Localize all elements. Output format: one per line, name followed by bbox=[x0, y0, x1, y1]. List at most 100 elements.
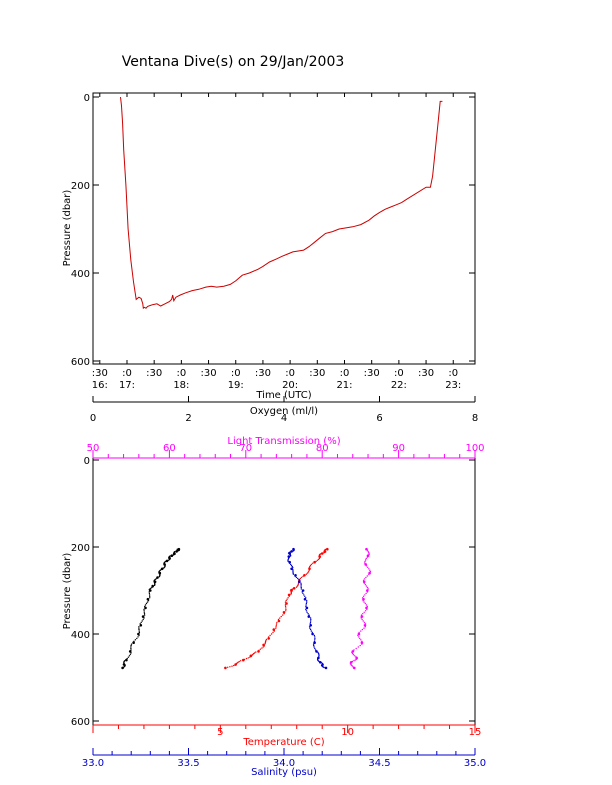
transmission-point bbox=[368, 568, 370, 570]
transmission-tick-label: 60 bbox=[163, 443, 176, 454]
x-tick-hour: 18: bbox=[173, 380, 189, 391]
salinity-point bbox=[311, 632, 314, 636]
transmission-point bbox=[368, 571, 371, 575]
x-tick-minute: :0 bbox=[122, 368, 132, 379]
temperature-point bbox=[285, 599, 287, 602]
salinity-point bbox=[290, 564, 293, 567]
x-tick-minute: :30 bbox=[309, 368, 325, 379]
temperature-point bbox=[284, 601, 287, 603]
oxygen-point bbox=[130, 644, 132, 647]
profiles-y-ticks: 0 200 400 600 bbox=[71, 456, 475, 728]
temperature-point bbox=[277, 619, 281, 623]
oxygen-point bbox=[155, 578, 157, 580]
oxygen-point bbox=[160, 567, 164, 571]
salinity-point bbox=[306, 611, 308, 613]
temperature-point bbox=[300, 576, 303, 579]
temperature-point bbox=[239, 660, 242, 662]
transmission-point bbox=[353, 666, 356, 670]
transmission-point bbox=[364, 584, 367, 586]
temperature-point bbox=[264, 640, 267, 643]
oxygen-tick-label: 6 bbox=[376, 413, 382, 424]
transmission-point bbox=[354, 659, 356, 661]
temperature-point bbox=[303, 574, 306, 577]
salinity-point bbox=[290, 567, 293, 571]
salinity-tick-label: 35.0 bbox=[464, 758, 486, 769]
temperature-point bbox=[307, 571, 310, 573]
transmission-point bbox=[360, 641, 364, 644]
transmission-tick-label: 90 bbox=[392, 443, 405, 454]
salinity-point bbox=[305, 604, 307, 606]
temperature-point bbox=[275, 626, 277, 628]
salinity-point bbox=[307, 613, 309, 615]
oxygen-point bbox=[148, 592, 151, 595]
salinity-point bbox=[307, 615, 311, 618]
oxygen-point bbox=[146, 597, 150, 601]
oxygen-axis-title: Oxygen (ml/l) bbox=[250, 406, 318, 417]
transmission-point bbox=[363, 582, 365, 584]
oxygen-point bbox=[132, 641, 135, 644]
transmission-point bbox=[364, 626, 366, 628]
temperature-point bbox=[286, 598, 288, 600]
salinity-point bbox=[314, 637, 316, 640]
oxygen-point bbox=[143, 608, 145, 611]
temperature-point bbox=[287, 593, 291, 597]
temperature-point bbox=[231, 665, 233, 667]
temperature-point bbox=[309, 565, 311, 568]
x-tick-minute: :30 bbox=[146, 368, 162, 379]
x-tick-hour: 22: bbox=[391, 380, 407, 391]
temperature-point bbox=[326, 547, 329, 551]
salinity-point bbox=[305, 608, 307, 611]
transmission-point bbox=[361, 643, 363, 645]
transmission-axis-title: Light Transmission (%) bbox=[227, 436, 340, 447]
x-tick-minute: :30 bbox=[201, 368, 217, 379]
temperature-point bbox=[306, 572, 309, 574]
salinity-point bbox=[292, 569, 294, 571]
temperature-point bbox=[243, 658, 246, 661]
profiles-scatter bbox=[121, 547, 372, 670]
salinity-point bbox=[312, 643, 315, 645]
temperature-point bbox=[258, 649, 260, 651]
temperature-point bbox=[262, 643, 265, 647]
transmission-point bbox=[357, 632, 361, 636]
dive-track-y-axis-title: Pressure (dbar) bbox=[62, 190, 73, 267]
temperature-point bbox=[233, 664, 235, 667]
salinity-point bbox=[300, 585, 302, 587]
x-tick-minute: :0 bbox=[394, 368, 404, 379]
salinity-point bbox=[314, 647, 316, 650]
salinity-point bbox=[309, 627, 311, 629]
x-tick-minute: :0 bbox=[176, 368, 186, 379]
salinity-point bbox=[292, 573, 295, 575]
temperature-point bbox=[270, 633, 273, 635]
temperature-point bbox=[285, 602, 288, 605]
transmission-point bbox=[360, 615, 364, 618]
oxygen-point bbox=[137, 632, 140, 636]
transmission-point bbox=[359, 644, 361, 647]
transmission-point bbox=[363, 621, 366, 624]
transmission-point bbox=[368, 551, 370, 554]
salinity-point bbox=[291, 565, 293, 568]
salinity-point bbox=[289, 563, 292, 566]
transmission-point bbox=[366, 556, 368, 558]
oxygen-point bbox=[169, 555, 171, 557]
oxygen-point bbox=[130, 643, 133, 645]
oxygen-tick-label: 2 bbox=[185, 413, 191, 424]
temperature-point bbox=[285, 610, 287, 612]
x-tick-minute: :30 bbox=[364, 368, 380, 379]
x-tick-hour: 19: bbox=[228, 380, 244, 391]
transmission-point bbox=[351, 652, 354, 655]
salinity-tick-label: 34.0 bbox=[273, 758, 295, 769]
oxygen-point bbox=[128, 650, 132, 653]
transmission-point bbox=[362, 597, 365, 601]
oxygen-point bbox=[123, 660, 126, 662]
temperature-point bbox=[280, 615, 282, 618]
transmission-tick-label: 80 bbox=[316, 443, 329, 454]
transmission-point bbox=[366, 586, 369, 589]
temperature-point bbox=[282, 611, 286, 614]
dive-track-line bbox=[120, 96, 443, 310]
profiles-chart: 0 200 400 600 0 2 4 6 8 50 60 70 80 90 100 5 10 15 33.… bbox=[62, 396, 486, 778]
transmission-point bbox=[364, 563, 368, 566]
x-tick-minute: :30 bbox=[418, 368, 434, 379]
transmission-point bbox=[353, 649, 355, 651]
transmission-point bbox=[364, 610, 367, 612]
oxygen-point bbox=[156, 576, 159, 579]
